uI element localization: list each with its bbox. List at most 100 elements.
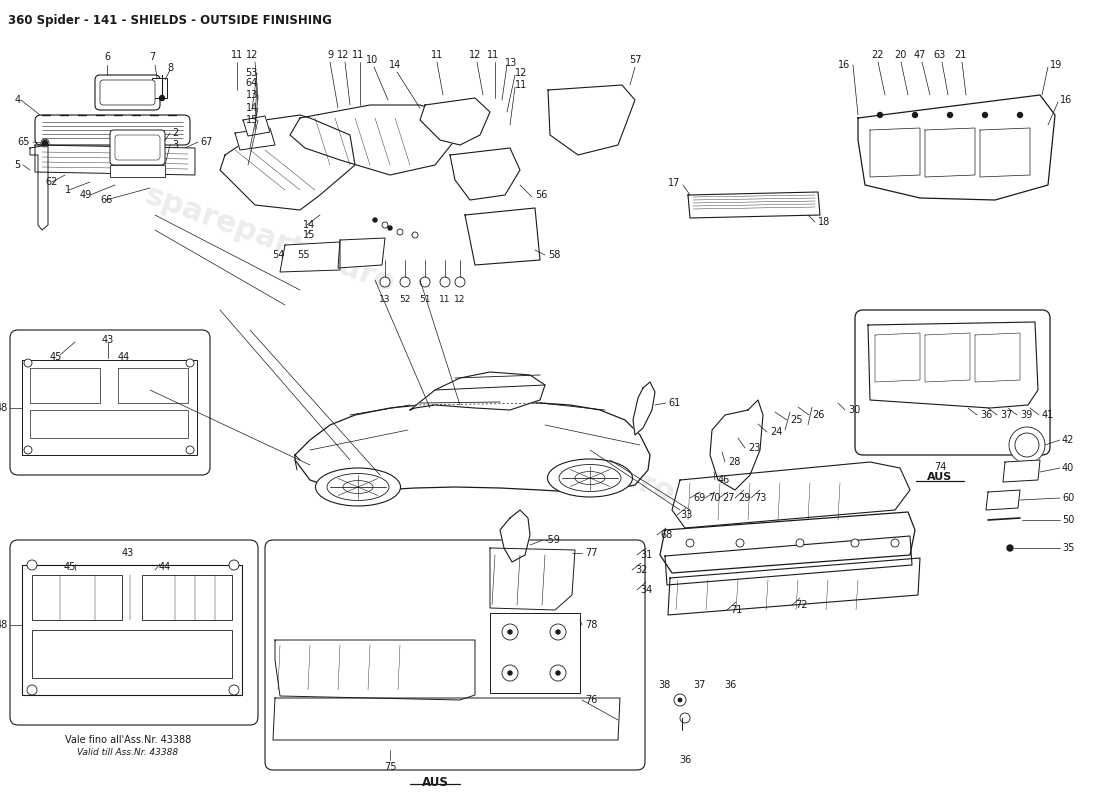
Text: 44: 44 xyxy=(158,562,172,572)
Text: sparepartseuro: sparepartseuro xyxy=(141,181,399,299)
Ellipse shape xyxy=(548,459,632,497)
Text: 31: 31 xyxy=(640,550,652,560)
Text: 15: 15 xyxy=(245,115,258,125)
Polygon shape xyxy=(295,402,650,492)
Circle shape xyxy=(379,277,390,287)
Polygon shape xyxy=(420,98,490,145)
Text: Valid till Ass.Nr. 43388: Valid till Ass.Nr. 43388 xyxy=(77,748,178,757)
Circle shape xyxy=(502,665,518,681)
Bar xyxy=(490,613,580,693)
Polygon shape xyxy=(275,640,475,700)
Text: 67: 67 xyxy=(200,137,212,147)
Text: 42: 42 xyxy=(1062,435,1075,445)
Polygon shape xyxy=(465,208,540,265)
Text: 58: 58 xyxy=(548,250,560,260)
Circle shape xyxy=(1006,545,1013,551)
Bar xyxy=(32,575,122,620)
Text: 50: 50 xyxy=(1062,515,1075,525)
Text: 47: 47 xyxy=(914,50,926,60)
Text: 41: 41 xyxy=(1042,410,1054,420)
Circle shape xyxy=(556,671,560,675)
Text: 40: 40 xyxy=(1062,463,1075,473)
Text: 11: 11 xyxy=(515,80,527,90)
Text: 5: 5 xyxy=(13,160,20,170)
Circle shape xyxy=(556,630,560,634)
Text: sparepartseuro: sparepartseuro xyxy=(271,561,529,679)
Polygon shape xyxy=(500,510,530,562)
Circle shape xyxy=(947,113,953,118)
Text: 6: 6 xyxy=(103,52,110,62)
Circle shape xyxy=(891,539,899,547)
Text: 11: 11 xyxy=(487,50,499,60)
Circle shape xyxy=(686,539,694,547)
Circle shape xyxy=(508,671,512,675)
Text: 36: 36 xyxy=(724,680,736,690)
Polygon shape xyxy=(660,512,915,573)
Text: 52: 52 xyxy=(399,295,410,304)
Polygon shape xyxy=(548,85,635,155)
Text: 28: 28 xyxy=(728,457,740,467)
Text: 21: 21 xyxy=(954,50,966,60)
Bar xyxy=(30,368,100,403)
Text: 38: 38 xyxy=(658,680,670,690)
Circle shape xyxy=(373,218,377,222)
Text: 15: 15 xyxy=(302,230,316,240)
Text: 78: 78 xyxy=(585,620,597,630)
Text: 36: 36 xyxy=(679,755,691,765)
Text: 60: 60 xyxy=(1062,493,1075,503)
Text: 17: 17 xyxy=(668,178,680,188)
Text: 24: 24 xyxy=(770,427,782,437)
Text: 3: 3 xyxy=(172,140,178,150)
Circle shape xyxy=(28,560,37,570)
Text: 77: 77 xyxy=(585,548,597,558)
Text: 43: 43 xyxy=(102,335,114,345)
Circle shape xyxy=(382,222,388,228)
Text: 12: 12 xyxy=(245,50,258,60)
Circle shape xyxy=(851,539,859,547)
Text: 39: 39 xyxy=(1020,410,1032,420)
Circle shape xyxy=(550,665,566,681)
Text: 11: 11 xyxy=(231,50,243,60)
Polygon shape xyxy=(35,145,195,175)
Text: 72: 72 xyxy=(795,600,807,610)
Text: 26: 26 xyxy=(812,410,824,420)
Polygon shape xyxy=(235,128,275,150)
Text: AUS: AUS xyxy=(927,472,953,482)
Text: 20: 20 xyxy=(894,50,906,60)
Polygon shape xyxy=(868,322,1038,408)
Ellipse shape xyxy=(316,468,400,506)
Circle shape xyxy=(186,446,194,454)
Circle shape xyxy=(28,685,37,695)
Circle shape xyxy=(502,624,518,640)
Text: 23: 23 xyxy=(748,443,760,453)
Bar xyxy=(32,630,232,678)
Circle shape xyxy=(796,539,804,547)
Circle shape xyxy=(186,359,194,367)
Circle shape xyxy=(913,113,917,118)
Polygon shape xyxy=(858,95,1055,200)
Text: 8: 8 xyxy=(167,63,173,73)
Text: 71: 71 xyxy=(730,605,743,615)
Polygon shape xyxy=(490,548,575,610)
Text: 62: 62 xyxy=(45,177,57,187)
Circle shape xyxy=(412,232,418,238)
Text: 37: 37 xyxy=(1000,410,1012,420)
Text: 53: 53 xyxy=(245,68,258,78)
Text: 9: 9 xyxy=(327,50,333,60)
Text: 74: 74 xyxy=(934,462,946,472)
Polygon shape xyxy=(925,128,975,177)
Text: 360 Spider - 141 - SHIELDS - OUTSIDE FINISHING: 360 Spider - 141 - SHIELDS - OUTSIDE FIN… xyxy=(8,14,332,27)
Text: 48: 48 xyxy=(0,403,8,413)
FancyBboxPatch shape xyxy=(110,130,165,165)
Polygon shape xyxy=(925,333,970,382)
Bar xyxy=(30,410,188,438)
Text: 16: 16 xyxy=(1060,95,1072,105)
Ellipse shape xyxy=(327,474,389,501)
Text: 11: 11 xyxy=(431,50,443,60)
Text: 65: 65 xyxy=(18,137,30,147)
Text: 68: 68 xyxy=(660,530,672,540)
Text: 7: 7 xyxy=(148,52,155,62)
Circle shape xyxy=(440,277,450,287)
Polygon shape xyxy=(666,536,912,585)
Circle shape xyxy=(878,113,882,118)
